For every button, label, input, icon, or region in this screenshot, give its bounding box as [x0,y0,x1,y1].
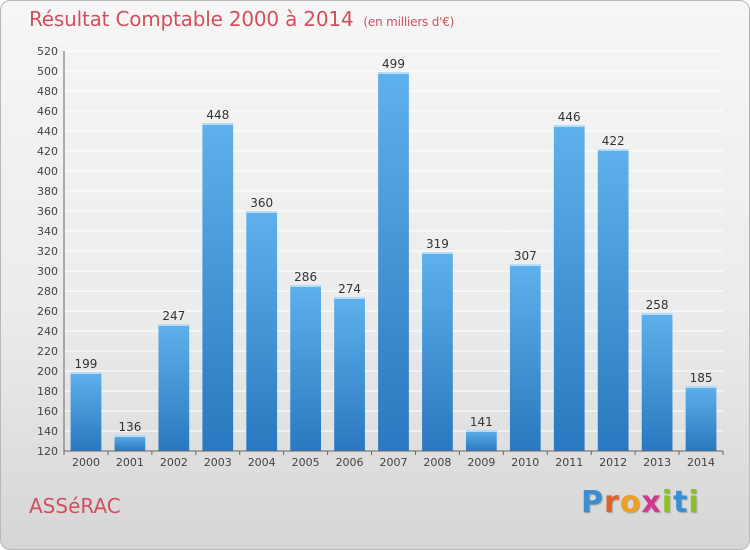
x-tick-label: 2003 [204,456,232,469]
x-tick-label: 2011 [555,456,583,469]
commune-name: ASSéRAC [29,494,121,518]
bar-value-label: 286 [294,270,317,284]
bar-highlight [114,435,146,437]
y-tick-label: 240 [37,325,58,338]
bar-highlight [641,313,673,315]
bar-value-label: 422 [602,134,625,148]
logo-letter: o [619,485,642,520]
bar[interactable] [246,211,278,451]
x-tick-label: 2007 [380,456,408,469]
bar[interactable] [509,264,541,451]
x-tick-label: 2014 [687,456,715,469]
logo-letter: t [673,485,689,520]
y-tick-label: 280 [37,285,58,298]
bar-value-label: 307 [514,249,537,263]
bar[interactable] [685,386,717,451]
logo-letter: r [604,485,620,520]
x-tick-label: 2000 [72,456,100,469]
x-tick-label: 2005 [292,456,320,469]
bar-value-label: 319 [426,237,449,251]
proxiti-logo[interactable]: Proxiti [581,485,700,520]
y-tick-label: 300 [37,265,58,278]
y-tick-label: 120 [37,445,58,458]
bar-highlight [465,430,497,432]
y-tick-label: 260 [37,305,58,318]
x-tick-label: 2006 [336,456,364,469]
y-tick-label: 500 [37,65,58,78]
bar-highlight [246,211,278,213]
x-tick-label: 2008 [423,456,451,469]
bar-highlight [422,252,453,254]
bars: 199 136 247 448 360 286 274 499 319 141 307 446 422 2… [70,57,717,451]
chart-unit: (en milliers d'€) [363,15,455,29]
bar[interactable] [553,125,585,451]
bar-highlight [553,125,585,127]
bar[interactable] [70,372,102,451]
bar-value-label: 274 [338,282,361,296]
x-tick-label: 2013 [643,456,671,469]
bar-value-label: 360 [250,196,273,210]
bar-value-label: 247 [162,309,185,323]
bar[interactable] [202,123,234,451]
logo-letter: i [661,485,674,520]
y-tick-label: 220 [37,345,58,358]
bar-highlight [158,324,190,326]
y-tick-label: 360 [37,205,58,218]
x-tick-label: 2010 [511,456,539,469]
y-tick-label: 340 [37,225,58,238]
bar-highlight [597,149,629,151]
y-tick-label: 320 [37,245,58,258]
logo-letter: x [641,485,662,520]
bar[interactable] [378,72,409,451]
bar-value-label: 258 [646,298,669,312]
x-tick-label: 2012 [599,456,627,469]
bar-value-label: 499 [382,57,405,71]
bar-highlight [70,372,102,374]
x-tick-label: 2004 [248,456,276,469]
chart-title: Résultat Comptable 2000 à 2014 (en millie… [29,7,454,31]
y-tick-label: 160 [37,405,58,418]
y-tick-label: 200 [37,365,58,378]
bar-value-label: 185 [690,371,713,385]
y-tick-label: 380 [37,185,58,198]
logo-letter: P [581,485,604,520]
bar[interactable] [597,149,629,451]
y-tick-label: 140 [37,425,58,438]
logo-letter: i [688,485,700,520]
bar[interactable] [334,297,365,451]
y-tick-label: 440 [37,125,58,138]
x-tick-label: 2001 [116,456,144,469]
bar-highlight [378,72,409,74]
y-tick-label: 420 [37,145,58,158]
bar[interactable] [422,252,453,451]
y-tick-label: 460 [37,105,58,118]
chart-title-text: Résultat Comptable 2000 à 2014 [29,7,354,31]
bar-value-label: 141 [470,415,493,429]
bar-value-label: 199 [75,357,98,371]
bar-highlight [685,386,717,388]
bar[interactable] [114,435,146,451]
y-tick-label: 180 [37,385,58,398]
bar-highlight [290,285,322,287]
bar[interactable] [158,324,190,451]
bar[interactable] [641,313,673,451]
y-tick-label: 520 [37,45,58,58]
axes: 120 140 160 180 200 220 240 260 280 300 320 340 360 3… [37,45,724,469]
x-tick-label: 2009 [467,456,495,469]
bar-highlight [509,264,541,266]
y-tick-label: 400 [37,165,58,178]
x-tick-label: 2002 [160,456,188,469]
bar[interactable] [465,430,497,451]
bar[interactable] [290,285,322,451]
bar-value-label: 448 [206,108,229,122]
bar-highlight [334,297,365,299]
bar-highlight [202,123,234,125]
bar-value-label: 446 [558,110,581,124]
y-tick-label: 480 [37,85,58,98]
bar-value-label: 136 [118,420,141,434]
